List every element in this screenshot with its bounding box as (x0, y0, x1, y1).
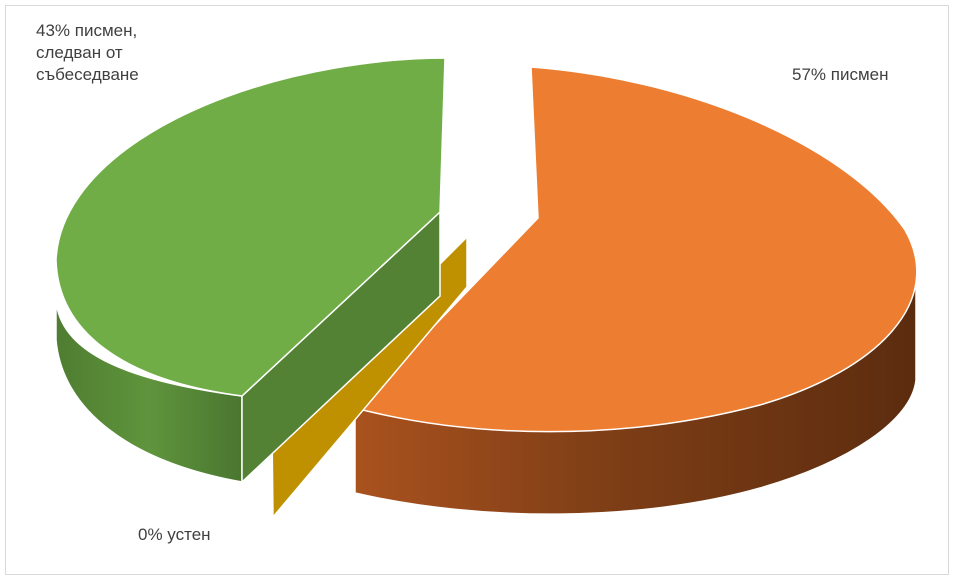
data-label-oral: 0% устен (138, 525, 211, 544)
slice-written-top (353, 66, 918, 433)
data-label-written: 57% писмен (792, 65, 889, 84)
label-line-2: следван от (36, 43, 123, 62)
slice-written (353, 66, 918, 515)
label-line-3: събеседване (36, 65, 139, 84)
label-line-1: 43% писмен, (36, 21, 138, 40)
slice-written-interview-top (55, 57, 446, 397)
data-label-written-interview: 43% писмен, следван от събеседване (36, 20, 139, 86)
slice-written-interview (55, 57, 446, 484)
